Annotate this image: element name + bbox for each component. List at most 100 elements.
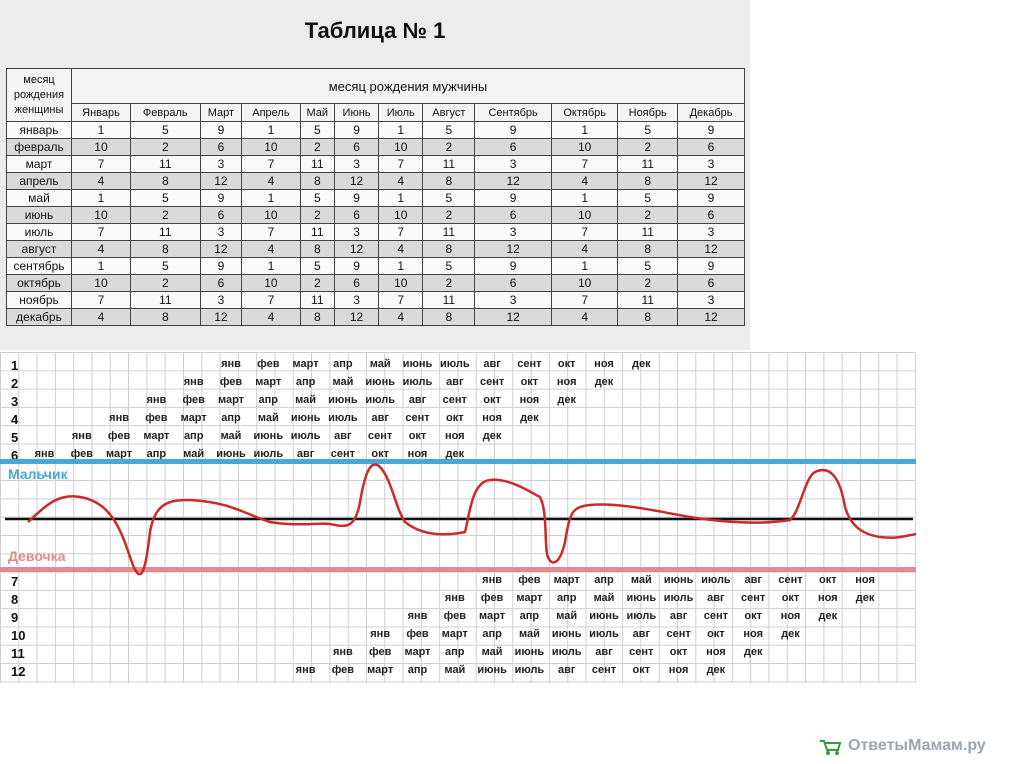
table-cell: 6 [474,274,552,292]
month-cell: авг [744,574,762,586]
month-cell: сент [517,358,542,370]
month-cell: сент [479,376,505,388]
table-cell: 5 [129,189,201,207]
table-cell: 10 [550,206,619,224]
month-cell: дек [706,664,726,676]
table-cell: 11 [422,155,476,173]
month-cell: апр [333,358,353,370]
table-cell: 8 [299,172,335,190]
month-cell: март [255,376,282,388]
month-cell: июнь [626,592,657,604]
table-cell: 7 [550,223,619,241]
table-cell: 4 [378,308,424,326]
table-row: январь 1 5 9 1 5 9 1 5 9 1 5 9 [6,121,745,139]
table-row: февраль 10 2 6 10 2 6 10 2 6 10 2 6 [6,138,745,156]
table-cell: 9 [474,257,552,275]
table-cell: 8 [129,240,201,258]
month-cell: фев [257,358,280,370]
month-cell: авг [446,376,464,388]
table-cell: 2 [129,274,201,292]
month-cell: янв [332,646,353,658]
month-cell: май [369,358,391,370]
table-row: декабрь 4 8 12 4 8 12 4 8 12 4 8 12 [6,308,745,326]
table-cell: 5 [129,257,201,275]
month-cell: май [630,574,652,586]
table-cell: 3 [677,291,745,309]
month-cell: дек [781,628,800,640]
month-cell: июнь [365,376,395,388]
table-cell: 11 [617,223,679,241]
month-cell: дек [445,448,465,460]
row-label: декабрь [6,308,72,326]
watermark: ОтветыМамам.ру [848,737,986,754]
month-cell: апр [594,574,614,586]
table-cell: 4 [71,240,131,258]
table-cell: 2 [617,206,679,224]
table-cell: 1 [241,189,301,207]
table-cell: 1 [550,189,619,207]
table-cell: 9 [677,121,745,139]
table-row: июнь 10 2 6 10 2 6 10 2 6 10 2 6 [6,206,745,224]
month-cell: фев [182,394,205,406]
month-cell: апр [519,610,540,622]
table-cell: 8 [617,240,679,258]
table-cell: 5 [299,121,335,139]
month-cell: окт [818,574,837,586]
month-cell: июль [439,358,470,370]
month-cell: дек [520,412,539,424]
month-cell: март [553,574,580,586]
row-label: август [6,240,72,258]
month-cell: окт [744,610,762,622]
table-cell: 12 [333,240,380,258]
boy-label: Мальчик [8,466,68,482]
month-cell: май [593,592,615,604]
month-cell: ноя [407,448,428,460]
month-cell: март [217,394,245,406]
month-cell: ноя [743,628,763,640]
month-cell: янв [146,394,167,406]
table-cell: 1 [71,189,131,207]
row-label: июнь [6,206,72,224]
table-cell: 7 [378,291,424,309]
table-cell: 1 [241,257,301,275]
month-cell: авг [557,664,576,676]
month-cell: ноя [817,592,838,604]
month-cell: сент [629,646,654,658]
table-cell: 7 [378,155,424,173]
month-cell: апр [295,376,316,388]
month-cell: май [332,376,354,388]
month-header-10: Ноябрь [617,103,679,122]
month-cell: ноя [482,412,502,424]
table-cell: 5 [422,189,476,207]
month-cell: авг [334,430,352,442]
table-row: апрель 4 8 12 4 8 12 4 8 12 4 8 12 [6,172,745,190]
table-cell: 7 [378,223,424,241]
month-cell: март [143,430,170,442]
table-cell: 8 [422,172,476,190]
table-cell: 3 [474,223,552,241]
month-cell: март [367,664,394,676]
table-cell: 1 [71,121,131,139]
month-header-6: Июль [378,103,424,122]
row-number: 4 [11,412,19,427]
table-cell: 11 [129,291,201,309]
row-number: 10 [11,628,26,643]
table-cell: 10 [71,206,131,224]
month-cell: авг [483,358,501,370]
month-cell: окт [483,394,501,406]
month-cell: янв [221,358,241,370]
row-label: февраль [6,138,72,156]
month-cell: июнь [216,448,246,460]
table-cell: 6 [199,206,243,224]
table-cell: 11 [422,291,476,309]
month-cell: июнь [477,664,507,676]
month-cell: фев [107,430,131,442]
month-cell: апр [183,430,204,442]
table-cell: 6 [199,274,243,292]
table-cell: 3 [199,291,243,309]
table-cell: 6 [333,274,380,292]
table-cell: 3 [199,223,243,241]
month-cell: май [556,610,578,622]
table-cell: 2 [422,138,476,156]
table-cell: 4 [241,240,301,258]
